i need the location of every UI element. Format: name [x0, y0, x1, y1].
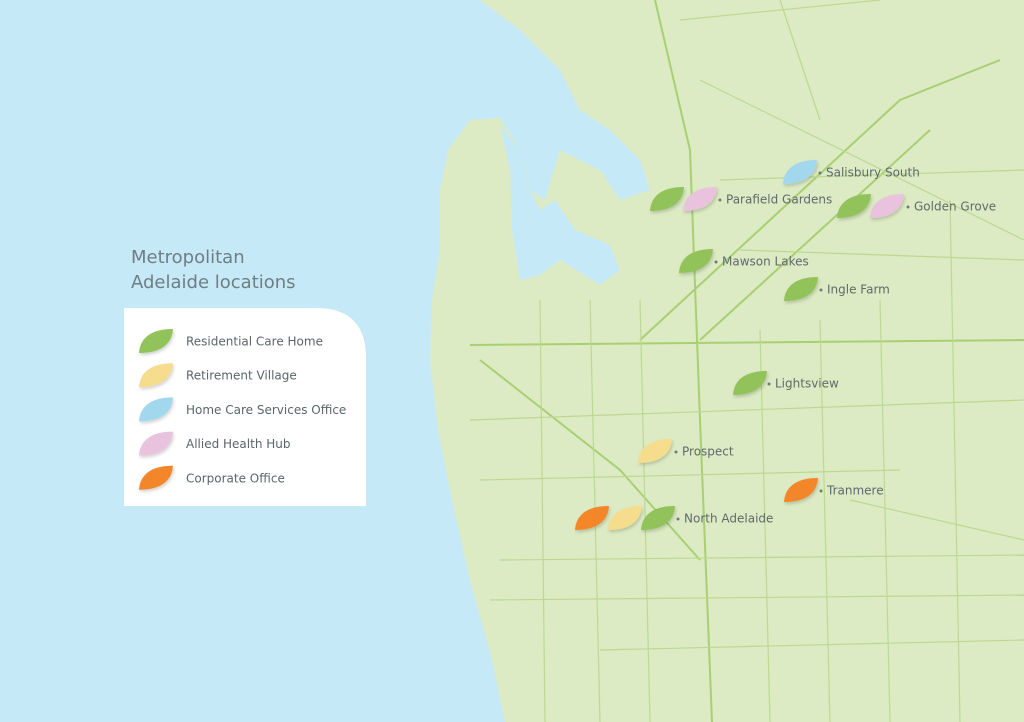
legend-label: Corporate Office [186, 471, 285, 485]
label-dot [676, 517, 680, 521]
legend: Residential Care Home Retirement Village H… [139, 329, 346, 490]
leaf-marker [638, 439, 672, 463]
leaf-marker [575, 506, 609, 530]
inlet [500, 125, 620, 285]
leaf-marker [650, 187, 684, 211]
locations: Salisbury South Parafield Gardens Golden G… [575, 160, 996, 530]
leaf-marker [784, 478, 818, 502]
leaf-marker [870, 194, 904, 218]
location-label: Mawson Lakes [722, 255, 809, 269]
location-label: Salisbury South [826, 166, 920, 180]
leaf-marker [679, 249, 713, 273]
leaf-marker [139, 397, 173, 422]
location-label: Parafield Gardens [726, 193, 832, 207]
location-label: Golden Grove [914, 200, 996, 214]
location-label: Tranmere [826, 484, 884, 498]
label-dot [818, 171, 822, 175]
location-label: North Adelaide [684, 512, 773, 526]
map-title: Metropolitan Adelaide locations [131, 247, 296, 293]
label-dot [767, 382, 771, 386]
legend-label: Allied Health Hub [186, 437, 291, 451]
label-dot [819, 489, 823, 493]
location-label: Lightsview [775, 377, 839, 391]
leaf-marker [733, 371, 767, 395]
leaf-marker [783, 160, 817, 184]
legend-label: Residential Care Home [186, 335, 323, 349]
location-label: Ingle Farm [827, 283, 890, 297]
label-dot [819, 288, 823, 292]
leaf-marker [139, 329, 173, 353]
leaf-marker [139, 363, 173, 388]
leaf-marker [641, 506, 675, 530]
roads [469, 0, 1024, 722]
leaf-marker [837, 194, 871, 218]
legend-panel [124, 308, 366, 506]
leaf-marker [139, 431, 173, 456]
label-dot [714, 260, 718, 264]
leaf-marker [139, 465, 173, 490]
label-dot [906, 205, 910, 209]
label-dot [718, 198, 722, 202]
location-label: Prospect [682, 445, 734, 459]
title-line: Adelaide locations [131, 272, 296, 293]
title-line: Metropolitan [131, 247, 245, 268]
legend-label: Retirement Village [186, 369, 297, 383]
label-dot [674, 450, 678, 454]
leaf-marker [683, 187, 717, 211]
leaf-marker [608, 506, 642, 530]
leaf-marker [784, 277, 818, 301]
legend-label: Home Care Services Office [186, 403, 346, 417]
